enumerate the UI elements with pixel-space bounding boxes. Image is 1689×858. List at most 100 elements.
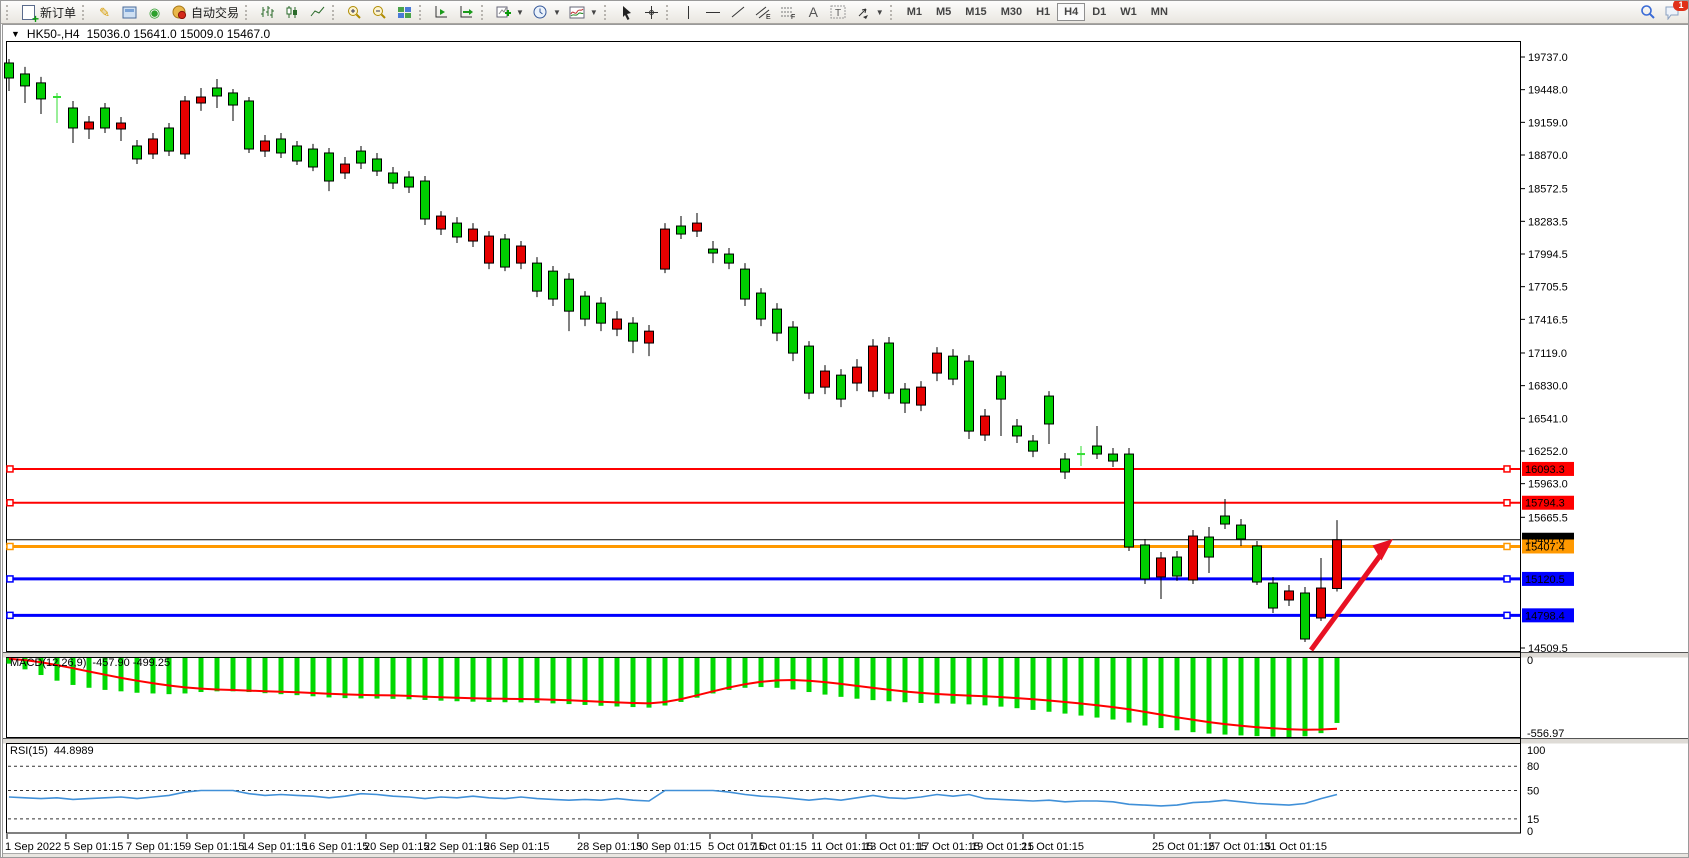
timeframe-d1[interactable]: D1 [1092,6,1107,18]
trend-arrow[interactable] [1308,539,1393,652]
zoom-out-button[interactable] [367,2,392,22]
svg-text:31 Oct 01:15: 31 Oct 01:15 [1264,841,1327,853]
svg-text:19159.0: 19159.0 [1528,117,1568,129]
svg-text:16093.3: 16093.3 [1525,464,1565,476]
timeframe-m5[interactable]: M5 [936,6,952,18]
timeframe-h1[interactable]: H1 [1036,6,1051,18]
svg-text:18870.0: 18870.0 [1528,150,1568,162]
svg-text:17705.5: 17705.5 [1528,282,1568,294]
svg-text:1 Sep 2022: 1 Sep 2022 [5,841,61,853]
zoom-in-button[interactable] [342,2,367,22]
chart-profile-button[interactable] [117,2,142,22]
svg-text:11 Oct 01:15: 11 Oct 01:15 [811,841,873,853]
line-chart-icon [309,4,326,20]
chat-button[interactable]: 1 [1660,1,1688,22]
autotrading-label: 自动交易 [191,5,240,20]
svg-text:15467.0: 15467.0 [1525,535,1565,547]
svg-text:17416.5: 17416.5 [1528,314,1568,326]
trendline-tool-button[interactable] [726,2,751,22]
cursor-tool-button[interactable] [614,2,639,22]
chart-ohlc-summary: 15036.0 15641.0 15009.0 15467.0 [86,27,271,41]
chart-shift-button[interactable] [429,2,454,22]
periodicity-button[interactable]: ▼ [528,2,565,22]
new-order-label: 新订单 [40,5,77,20]
timeframe-mn[interactable]: MN [1150,6,1168,18]
timeframe-m30[interactable]: M30 [1000,6,1023,18]
toolbar-grip [889,4,896,20]
horizontal-line-15407.4[interactable] [6,542,1520,551]
add-indicator-icon [495,4,512,20]
highlighter-button[interactable]: ✎ [92,2,117,22]
arrows-tool-button[interactable]: ▼ [851,2,888,22]
dropdown-caret-icon: ▼ [552,7,561,17]
rsi-name: RSI(15) [10,745,48,757]
templates-icon [569,4,586,20]
svg-text:15120.5: 15120.5 [1525,574,1565,586]
candle-series[interactable] [4,59,1342,642]
candlestick-chart-icon [284,4,301,20]
chart-title[interactable]: ▼ HK50-,H4 15036.0 15641.0 15009.0 15467… [11,27,270,41]
new-order-button[interactable]: + 新订单 [16,2,80,25]
candlestick-chart-button[interactable] [280,2,305,22]
equidistant-channel-icon: E [755,4,772,20]
fibonacci-tool-button[interactable]: F [776,2,801,22]
timeframe-m15[interactable]: M15 [965,6,987,18]
svg-text:-556.97: -556.97 [1527,728,1564,740]
text-label-tool-button[interactable]: T [826,2,851,22]
crosshair-tool-button[interactable] [639,2,664,22]
svg-text:16252.0: 16252.0 [1528,446,1568,458]
alerts-icon: ◉ [148,4,161,20]
svg-text:18572.5: 18572.5 [1528,184,1568,196]
timeframe-m1[interactable]: M1 [906,6,922,18]
add-indicator-button[interactable]: ▼ [491,2,528,22]
cursor-icon [618,4,635,20]
alerts-button[interactable]: ◉ [142,2,167,22]
templates-button[interactable]: ▼ [565,2,602,22]
chart-dropdown-icon[interactable]: ▼ [11,29,20,39]
notification-badge: 1 [1673,1,1688,11]
horizontal-line-icon [705,4,722,20]
horizontal-line-objects[interactable] [6,465,1520,620]
svg-text:E: E [766,14,771,20]
trendline-icon [730,4,747,20]
timeframe-switcher: M1 M5 M15 M30 H1 H4 D1 W1 MN [900,3,1175,21]
toolbar-grip [665,4,672,20]
svg-text:16830.0: 16830.0 [1528,381,1568,393]
svg-text:15: 15 [1527,814,1539,826]
svg-text:14509.5: 14509.5 [1528,643,1568,655]
timeframe-h4[interactable]: H4 [1057,3,1086,21]
dropdown-caret-icon: ▼ [516,7,524,17]
svg-text:50: 50 [1527,786,1539,798]
horizontal-line-16093.3[interactable] [6,465,1520,473]
text-icon: A [808,3,818,20]
horizontal-line-14798.4[interactable] [6,611,1520,620]
svg-text:16541.0: 16541.0 [1528,413,1568,425]
rsi-indicator[interactable] [8,765,1519,820]
tile-windows-button[interactable] [392,2,417,22]
line-chart-button[interactable] [305,2,330,22]
chart-autoscroll-button[interactable] [454,2,479,22]
svg-text:26 Sep 01:15: 26 Sep 01:15 [484,841,549,853]
autotrading-button[interactable]: 自动交易 [167,2,243,22]
vertical-line-tool-button[interactable] [676,2,701,22]
horizontal-line-15120.5[interactable] [6,575,1520,583]
horizontal-line-15794.3[interactable] [6,498,1520,507]
macd-indicator[interactable] [6,657,1340,737]
timeframe-w1[interactable]: W1 [1120,6,1137,18]
horizontal-line-tool-button[interactable] [701,2,726,22]
svg-text:17 Oct 01:15: 17 Oct 01:15 [917,841,980,853]
rsi-label: RSI(15) 44.8989 [10,745,94,757]
time-axis[interactable] [6,834,1267,839]
vertical-line-icon [680,4,697,20]
equidistant-channel-tool-button[interactable]: E [751,2,776,22]
svg-text:28 Sep 01:15: 28 Sep 01:15 [577,841,642,853]
price-axis[interactable] [1521,56,1574,649]
toolbar-grip [419,4,425,20]
bar-chart-button[interactable] [255,2,280,22]
text-tool-button[interactable]: A [801,2,826,22]
bar-chart-icon [259,4,276,20]
svg-text:14798.4: 14798.4 [1525,610,1565,622]
search-button[interactable] [1635,2,1660,22]
